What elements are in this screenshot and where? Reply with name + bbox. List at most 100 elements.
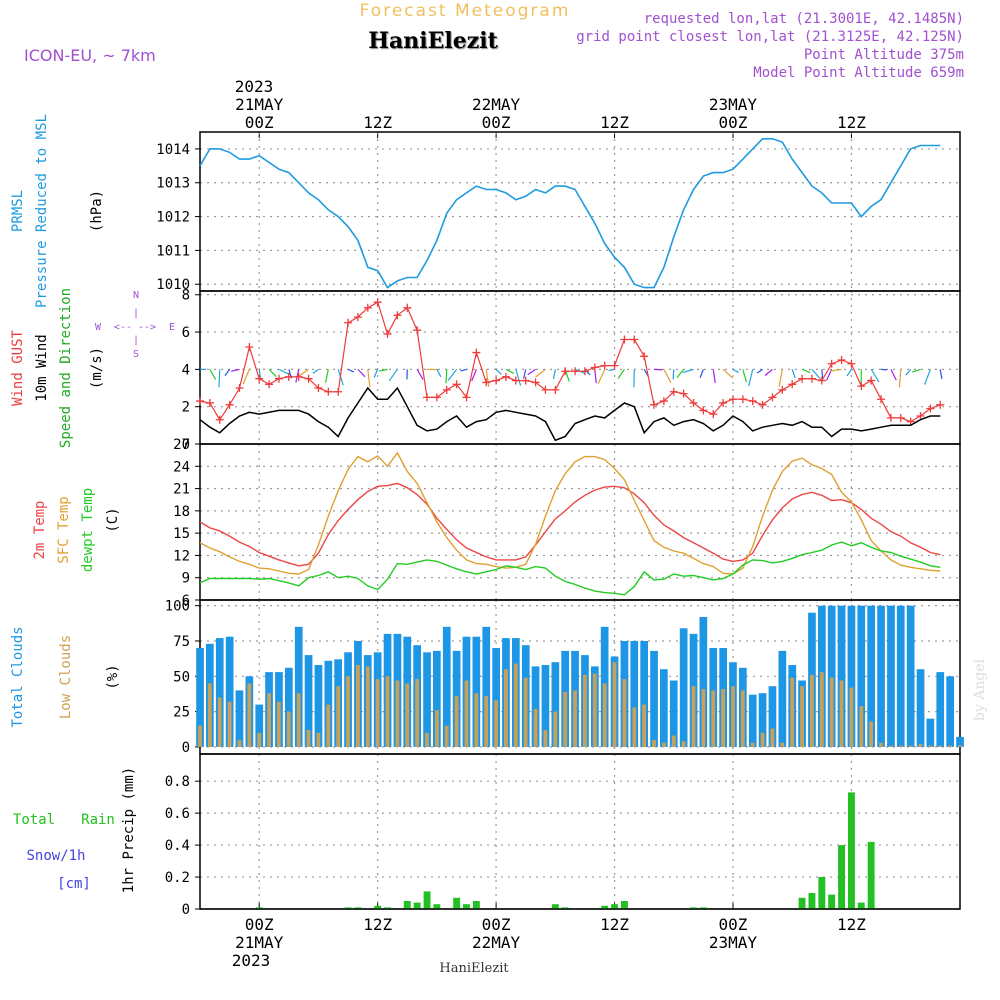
wind-direction-arrow [821, 369, 824, 380]
total-cloud-bar [936, 672, 945, 747]
y-tick-label: 25 [173, 705, 190, 721]
wind-direction-arrow [218, 369, 221, 388]
compass-arrows-v2: | [133, 335, 139, 346]
wind-direction-arrow [485, 369, 490, 387]
gust-point [906, 417, 915, 426]
low-cloud-bar [237, 739, 242, 747]
total-cloud-bar [225, 636, 234, 747]
rain-bar [561, 907, 569, 909]
gust-point [383, 329, 392, 338]
wind-direction-arrow [880, 368, 888, 371]
total-cloud-bar [215, 638, 224, 747]
low-cloud-bar [286, 711, 291, 747]
wind-direction-arrow [830, 368, 842, 372]
gust-point [413, 326, 422, 335]
wind-direction-arrow [722, 368, 733, 379]
rain-bar [413, 902, 421, 909]
wind-direction-arrow [324, 369, 329, 383]
wind-direction-arrow [608, 368, 615, 372]
wind-direction-arrow [756, 368, 763, 374]
rain-bar [551, 904, 559, 909]
wind-direction-arrow [460, 368, 467, 372]
low-cloud-bar [326, 704, 331, 747]
compass-e: E [169, 322, 175, 333]
rain-bar [453, 897, 461, 909]
total-cloud-bar [324, 660, 333, 747]
bottom-time-label: 12Z [837, 915, 866, 934]
wind-direction-arrow [522, 369, 527, 379]
y-tick-label: 1012 [156, 210, 190, 226]
wind-direction-arrow [231, 368, 240, 372]
compass-w: W [95, 322, 102, 333]
gust-point [196, 397, 204, 406]
low-cloud-bar [711, 690, 716, 747]
low-cloud-bar [277, 701, 281, 747]
y-tick-label: 0 [182, 740, 190, 756]
low-cloud-bar [563, 691, 568, 747]
low-cloud-bar [306, 730, 311, 747]
gust-point [659, 397, 668, 406]
gust-point [284, 372, 293, 381]
temp-sfc-line [199, 451, 941, 575]
gust-point [630, 335, 639, 344]
gust-point [403, 303, 412, 312]
rain-bar [699, 907, 707, 909]
forecast-title: Forecast Meteogram [360, 1, 571, 21]
rain-bar [848, 792, 855, 909]
total-cloud-bar [285, 667, 293, 747]
rain-bar [463, 904, 470, 909]
total-cloud-bar [748, 694, 757, 747]
gust-point [590, 363, 599, 372]
gust-point [926, 404, 935, 413]
wind-direction-arrow [594, 369, 597, 384]
rain-bar [867, 841, 875, 909]
total-cloud-bar [235, 690, 244, 747]
total-cloud-bar [650, 650, 658, 747]
low-cloud-bar [829, 677, 834, 747]
gust-point [294, 372, 303, 381]
gust-point [511, 376, 520, 385]
wind-direction-arrow [732, 368, 739, 373]
wind-direction-arrow [663, 369, 672, 384]
gust-point [877, 395, 886, 404]
rain-bar [354, 907, 362, 909]
y-tick-label: 8 [182, 288, 190, 304]
y-tick-label: 0 [182, 437, 190, 453]
gust-point [462, 393, 471, 402]
wind-direction-arrow [312, 368, 319, 374]
gust-point [442, 385, 451, 394]
compass-arrows-v: | [133, 308, 139, 319]
low-cloud-bar [849, 687, 854, 747]
clouds-label-1: Total Clouds [10, 626, 26, 727]
y-tick-label: 1010 [156, 277, 190, 293]
low-cloud-bar [790, 677, 795, 747]
y-tick-label: 18 [173, 504, 190, 520]
clouds-panel: 0 25 50 75 100 [165, 599, 964, 756]
wind-direction-arrow [505, 368, 515, 374]
gust-point [738, 395, 747, 404]
y-tick-label: 27 [173, 437, 190, 453]
low-cloud-bar [385, 676, 390, 747]
location-title: HaniElezit [368, 28, 498, 54]
temp-label-2: SFC Temp [56, 496, 72, 563]
top-time-label: 22MAY [472, 95, 521, 114]
precip-panel: 0 0.2 0.4 0.6 0.8 [165, 753, 961, 918]
top-year: 2023 [235, 77, 274, 96]
gust-point [817, 376, 826, 385]
bottom-time-label: 00Z [482, 915, 511, 934]
total-cloud-bar [896, 605, 905, 747]
model-altitude: Model Point Altitude 659m [753, 65, 964, 81]
top-time-label: 00Z [482, 113, 511, 132]
pressure-label-2: Pressure Reduced to MSL [34, 114, 50, 308]
y-tick-label: 0.8 [165, 774, 190, 790]
gust-point [531, 378, 540, 387]
low-cloud-bar [731, 686, 735, 747]
gust-point [274, 374, 283, 383]
total-cloud-bar [837, 605, 846, 747]
low-cloud-bar [632, 707, 637, 747]
gust-point [807, 374, 816, 383]
low-cloud-bar [247, 683, 252, 747]
y-tick-label: 50 [173, 669, 190, 685]
low-cloud-bar [523, 677, 528, 747]
credit: by Angel [972, 658, 988, 721]
